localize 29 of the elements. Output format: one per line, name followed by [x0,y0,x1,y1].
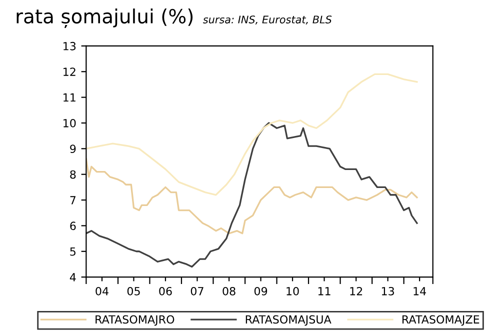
y-tick-label: 5 [70,248,76,256]
y-tick-label: 6 [70,222,76,230]
line-series [86,122,418,268]
x-tick-label: 13 [382,286,394,296]
x-tick-label: 07 [190,286,204,296]
line-series [86,158,418,234]
legend-label: RATASOMAJSUA [246,315,332,326]
x-tick-label: 06 [159,286,172,296]
chart-subtitle: sursa: INS, Eurostat, BLS [203,16,332,25]
y-tick-label: 9 [70,144,76,154]
y-tick-label: 11 [64,93,76,102]
x-tick-label: 11 [318,287,330,296]
x-tick-label: 12 [350,286,362,296]
x-tick-label: 14 [414,287,426,296]
x-tick-label: 09 [254,286,268,296]
line-series [86,73,418,196]
chart-title: rata șomajului (%) [16,8,193,28]
y-tick-label: 10 [64,118,76,128]
x-tick-label: 04 [96,286,108,296]
y-tick-label: 4 [70,273,76,282]
y-tick-label: 8 [70,170,76,179]
y-tick-label: 13 [64,42,76,50]
x-tick-label: 08 [222,286,236,296]
y-tick-label: 7 [70,196,76,204]
legend-label: RATASOMAJZE [402,315,480,326]
legend-label: RATASOMAJRO [96,315,174,326]
x-tick-label: 10 [286,286,299,296]
y-tick-label: 12 [64,68,76,76]
x-tick-label: 05 [127,286,140,296]
